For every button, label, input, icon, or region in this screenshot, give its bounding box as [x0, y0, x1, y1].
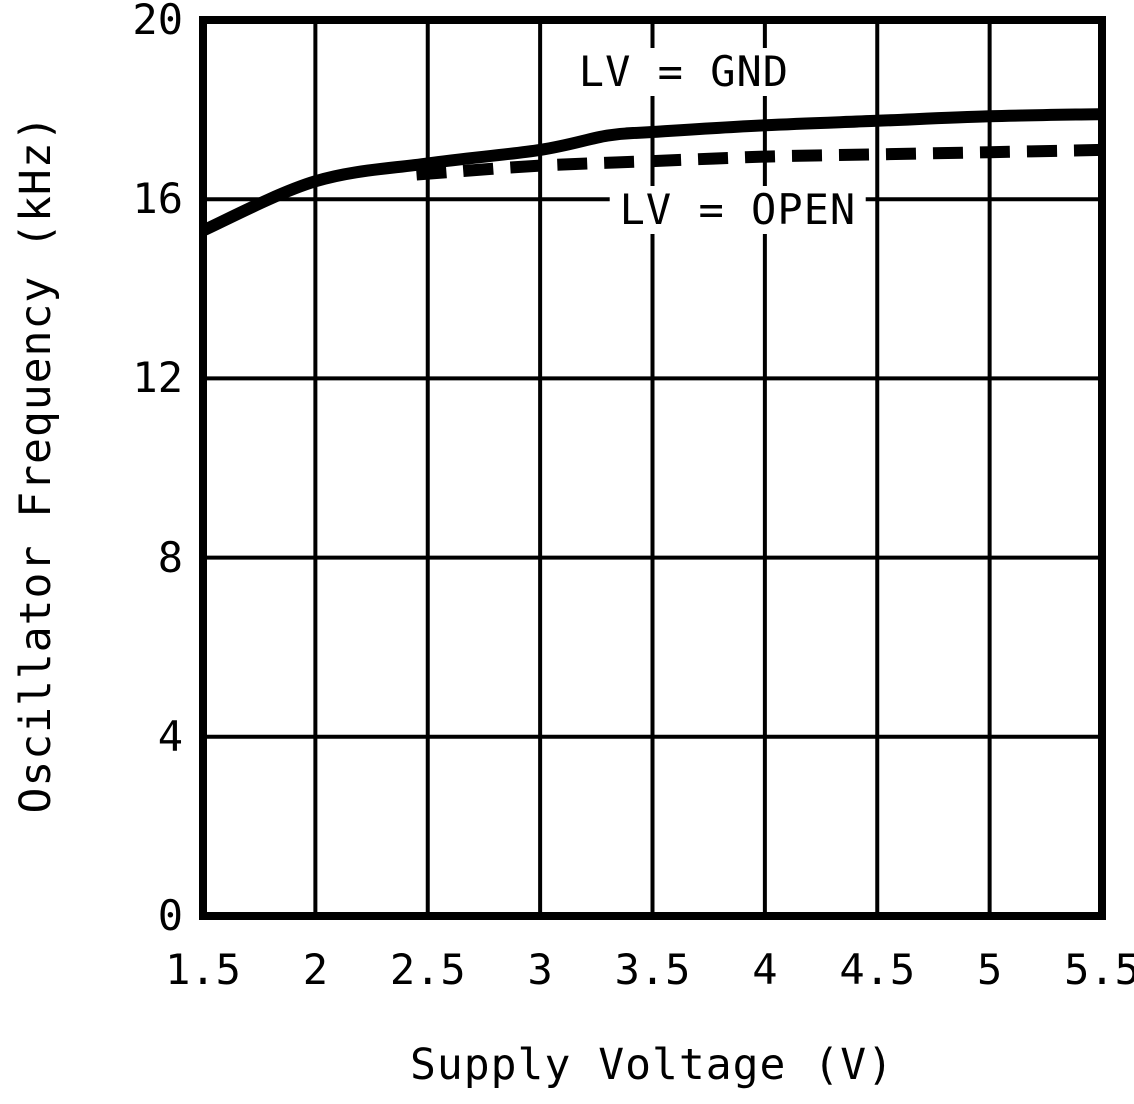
- x-tick-label: 2.5: [389, 945, 466, 994]
- x-tick-label: 4.5: [839, 945, 916, 994]
- x-tick-label: 4: [752, 945, 778, 994]
- x-tick-label: 1.5: [165, 945, 241, 994]
- y-tick-label: 20: [132, 0, 183, 44]
- x-tick-label: 5: [976, 945, 1003, 994]
- series-label-1: LV = OPEN: [609, 185, 867, 234]
- series-label-0: LV = GND: [568, 47, 800, 96]
- y-tick-label: 16: [132, 174, 183, 224]
- x-axis-title: Supply Voltage (V): [410, 1040, 894, 1090]
- y-axis-title: Oscillator Frequency (kHz): [11, 114, 61, 814]
- y-tick-label: 12: [132, 353, 183, 403]
- x-tick-label: 5.5: [1064, 945, 1134, 994]
- series-line-0: [200, 108, 1103, 237]
- y-tick-label: 4: [157, 711, 183, 761]
- x-tick-label: 2: [302, 945, 329, 994]
- y-tick-label: 8: [157, 532, 183, 582]
- plot-border: [199, 16, 1106, 920]
- x-tick-label: 3: [527, 945, 553, 994]
- y-tick-label: 0: [157, 891, 183, 940]
- series-line-1: [416, 143, 1103, 181]
- x-tick-label: 3.5: [614, 945, 691, 994]
